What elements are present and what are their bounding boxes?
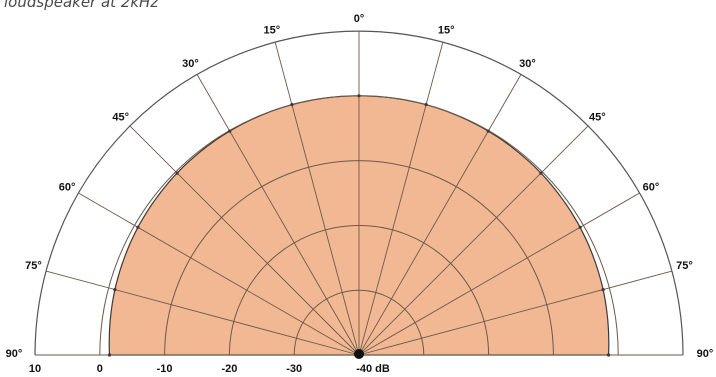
angle-tick-label: 45° xyxy=(112,112,129,124)
spoke-8 xyxy=(358,74,522,356)
data-point-3 xyxy=(175,171,179,175)
db-tick-label: -10 xyxy=(157,363,173,375)
data-point-11 xyxy=(601,288,605,292)
data-point-12 xyxy=(606,353,611,357)
polar-grid-layer xyxy=(34,30,684,359)
spoke-11 xyxy=(358,270,673,356)
db-tick-label: -30 xyxy=(286,363,302,375)
data-point-5 xyxy=(290,103,294,107)
data-point-10 xyxy=(578,225,582,229)
data-point-4 xyxy=(228,129,232,133)
angle-tick-label: 75° xyxy=(676,260,693,272)
data-point-0 xyxy=(107,353,112,357)
spoke-1 xyxy=(45,270,360,356)
angle-tick-label: 90° xyxy=(6,348,23,360)
spoke-10 xyxy=(358,192,640,356)
spoke-2 xyxy=(78,192,360,356)
spoke-3 xyxy=(129,125,360,356)
angle-tick-label: 45° xyxy=(589,112,606,124)
angle-tick-label: 60° xyxy=(59,182,76,194)
chart-caption: loudspeaker at 2kHz xyxy=(4,0,159,11)
angle-tick-label: 60° xyxy=(643,182,660,194)
angle-tick-label: 90° xyxy=(697,348,714,360)
spoke-7 xyxy=(358,41,444,356)
angle-tick-label: 0° xyxy=(354,13,365,25)
data-point-9 xyxy=(539,171,543,175)
data-point-8 xyxy=(486,129,490,133)
data-point-2 xyxy=(136,225,140,229)
data-point-1 xyxy=(113,288,117,292)
data-point-6 xyxy=(357,94,361,98)
polar-label-layer: 90° 75° 60° 45° 30° 15° 0° 15° 30° 45° 60° 75° 90° 10… xyxy=(6,13,714,375)
db-tick-label: 10 xyxy=(29,363,41,375)
spoke-5 xyxy=(274,41,360,356)
angle-tick-label: 30° xyxy=(182,58,199,70)
db-tick-label: -20 xyxy=(221,363,237,375)
angle-tick-label: 15° xyxy=(263,25,280,37)
center-dot xyxy=(354,349,364,359)
spoke-9 xyxy=(358,125,589,356)
db-tick-label: -40 dB xyxy=(356,363,390,375)
angle-tick-label: 30° xyxy=(519,58,536,70)
angle-tick-label: 75° xyxy=(25,260,42,272)
db-tick-label: 0 xyxy=(97,363,103,375)
spoke-4 xyxy=(196,74,360,356)
angle-tick-label: 15° xyxy=(438,25,455,37)
data-point-7 xyxy=(424,103,428,107)
